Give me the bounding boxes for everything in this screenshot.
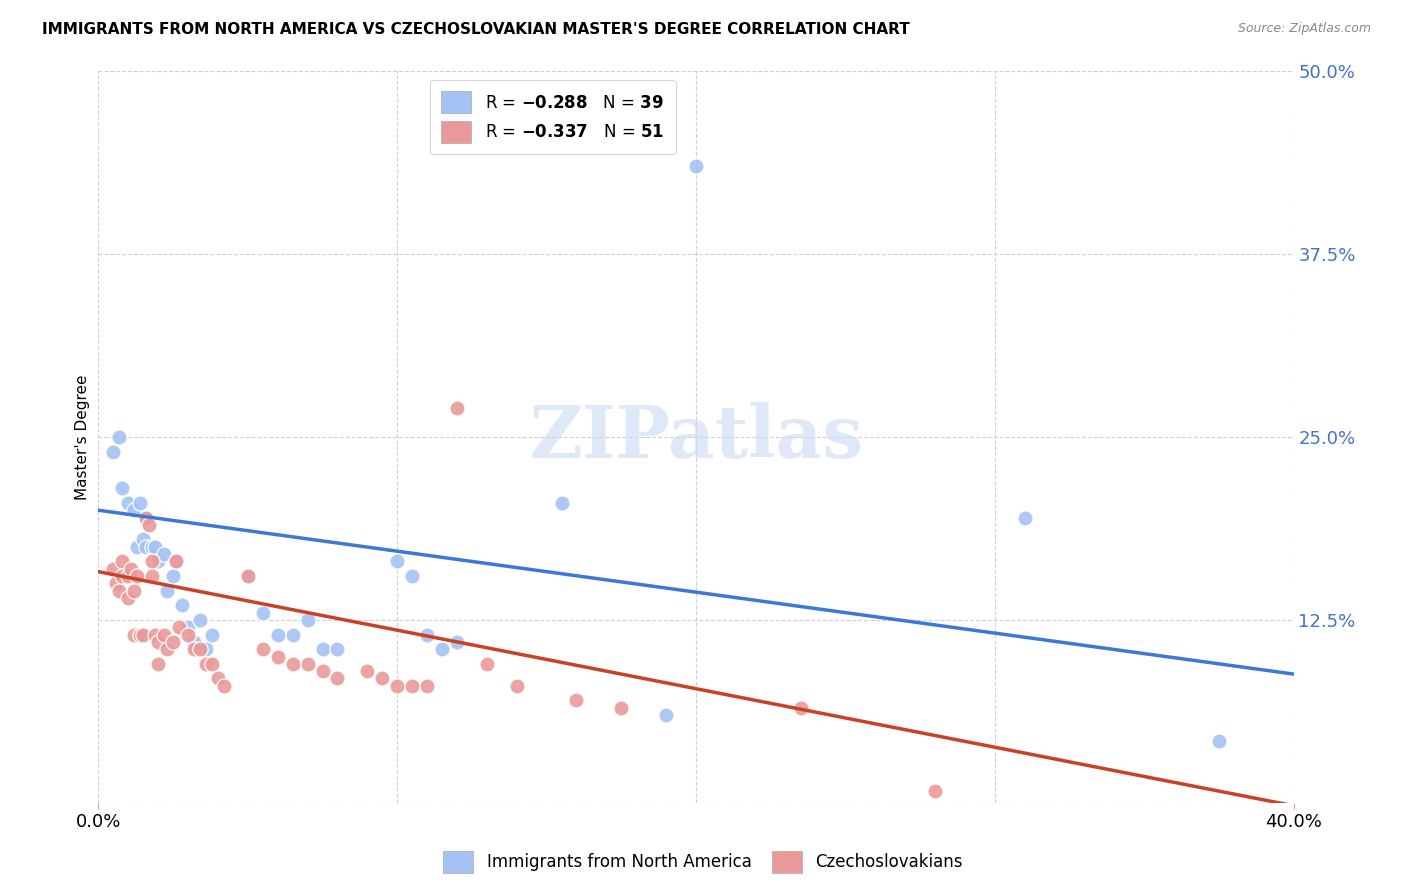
Point — [252, 606, 274, 620]
Point — [1014, 510, 1036, 524]
Point — [655, 708, 678, 723]
Point — [416, 627, 439, 641]
Point — [356, 664, 378, 678]
Point — [132, 627, 155, 641]
Point — [188, 613, 211, 627]
Point — [297, 613, 319, 627]
Point — [129, 627, 152, 641]
Point — [111, 569, 134, 583]
Point — [117, 569, 139, 583]
Point — [201, 657, 224, 671]
Point — [297, 657, 319, 671]
Point — [212, 679, 235, 693]
Point — [148, 635, 170, 649]
Point — [177, 627, 200, 641]
Point — [267, 627, 290, 641]
Point — [188, 642, 211, 657]
Point — [281, 657, 304, 671]
Point — [165, 554, 187, 568]
Point — [141, 540, 163, 554]
Point — [385, 554, 409, 568]
Text: ZIPatlas: ZIPatlas — [529, 401, 863, 473]
Point — [135, 540, 157, 554]
Point — [141, 569, 163, 583]
Point — [111, 481, 134, 495]
Point — [1208, 734, 1230, 748]
Point — [685, 160, 707, 174]
Point — [326, 672, 349, 686]
Point — [401, 679, 423, 693]
Point — [124, 503, 146, 517]
Point — [103, 562, 125, 576]
Point — [201, 627, 224, 641]
Point — [177, 620, 200, 634]
Point — [129, 496, 152, 510]
Point — [162, 635, 184, 649]
Point — [143, 540, 166, 554]
Point — [924, 784, 946, 798]
Point — [311, 664, 333, 678]
Point — [789, 700, 811, 714]
Point — [207, 672, 229, 686]
Point — [183, 642, 205, 657]
Point — [127, 540, 149, 554]
Point — [172, 599, 194, 613]
Point — [506, 679, 529, 693]
Point — [156, 583, 179, 598]
Point — [475, 657, 498, 671]
Point — [120, 562, 142, 576]
Text: Source: ZipAtlas.com: Source: ZipAtlas.com — [1237, 22, 1371, 36]
Text: IMMIGRANTS FROM NORTH AMERICA VS CZECHOSLOVAKIAN MASTER'S DEGREE CORRELATION CHA: IMMIGRANTS FROM NORTH AMERICA VS CZECHOS… — [42, 22, 910, 37]
Point — [401, 569, 423, 583]
Point — [108, 583, 131, 598]
Point — [326, 642, 349, 657]
Point — [162, 569, 184, 583]
Point — [141, 554, 163, 568]
Point — [195, 642, 218, 657]
Point — [111, 554, 134, 568]
Point — [610, 700, 633, 714]
Point — [103, 444, 125, 458]
Point — [135, 510, 157, 524]
Point — [281, 627, 304, 641]
Point — [550, 496, 572, 510]
Point — [132, 533, 155, 547]
Point — [148, 554, 170, 568]
Point — [124, 583, 146, 598]
Point — [156, 642, 179, 657]
Y-axis label: Master's Degree: Master's Degree — [75, 375, 90, 500]
Point — [167, 620, 190, 634]
Legend: R = $\bf{-0.288}$   N = $\bf{39}$, R = $\bf{-0.337}$   N = $\bf{51}$: R = $\bf{-0.288}$ N = $\bf{39}$, R = $\b… — [430, 79, 675, 154]
Point — [143, 627, 166, 641]
Legend: Immigrants from North America, Czechoslovakians: Immigrants from North America, Czechoslo… — [437, 845, 969, 880]
Point — [183, 635, 205, 649]
Point — [430, 642, 453, 657]
Point — [267, 649, 290, 664]
Point — [105, 576, 128, 591]
Point — [446, 635, 468, 649]
Point — [135, 510, 157, 524]
Point — [311, 642, 333, 657]
Point — [153, 547, 176, 561]
Point — [195, 657, 218, 671]
Point — [236, 569, 259, 583]
Point — [236, 569, 259, 583]
Point — [252, 642, 274, 657]
Point — [127, 569, 149, 583]
Point — [124, 627, 146, 641]
Point — [416, 679, 439, 693]
Point — [138, 517, 160, 532]
Point — [446, 401, 468, 415]
Point — [565, 693, 588, 707]
Point — [148, 657, 170, 671]
Point — [117, 496, 139, 510]
Point — [117, 591, 139, 605]
Point — [371, 672, 394, 686]
Point — [385, 679, 409, 693]
Point — [153, 627, 176, 641]
Point — [165, 554, 187, 568]
Point — [108, 430, 131, 444]
